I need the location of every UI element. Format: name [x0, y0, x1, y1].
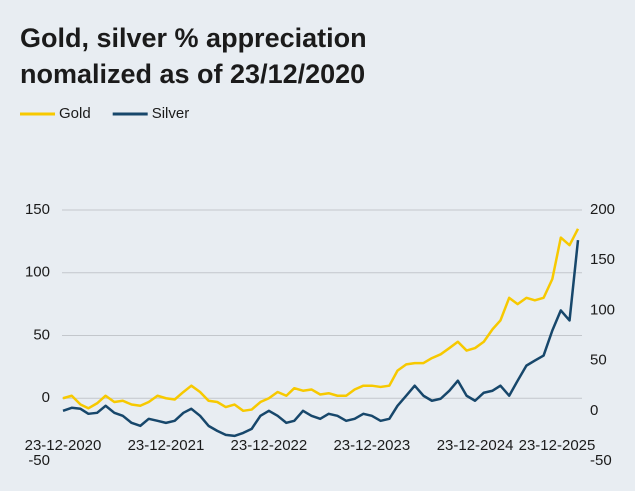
x-tick-label: 23-12-2022	[231, 437, 308, 454]
x-tick-label: 23-12-2021	[128, 437, 205, 454]
chart-title: Gold, silver % appreciation nomalized as …	[20, 23, 367, 89]
legend-label: Gold	[59, 105, 91, 122]
legend-label: Silver	[152, 105, 190, 122]
x-tick-label: 23-12-2023	[333, 437, 410, 454]
series-line	[62, 228, 580, 413]
y2-tick-label: 150	[590, 251, 615, 268]
x-tick-label: 23-12-2024	[437, 437, 514, 454]
y2-tick-label: 50	[590, 352, 607, 369]
y-tick-label: 150	[25, 201, 50, 218]
y-tick-label: 0	[42, 389, 50, 406]
series-line	[62, 239, 580, 438]
y2-tick-label: 200	[590, 201, 615, 218]
y2-tick-label: 100	[590, 301, 615, 318]
x-tick-label: 23-12-2025	[519, 437, 596, 454]
y-tick-label: 100	[25, 264, 50, 281]
x-tick-label: 23-12-2020	[25, 437, 102, 454]
y2-tick-label: 0	[590, 402, 598, 419]
y-tick-label: 50	[33, 326, 50, 343]
y-tick-label: -50	[28, 452, 50, 469]
y2-tick-label: -50	[590, 452, 612, 469]
